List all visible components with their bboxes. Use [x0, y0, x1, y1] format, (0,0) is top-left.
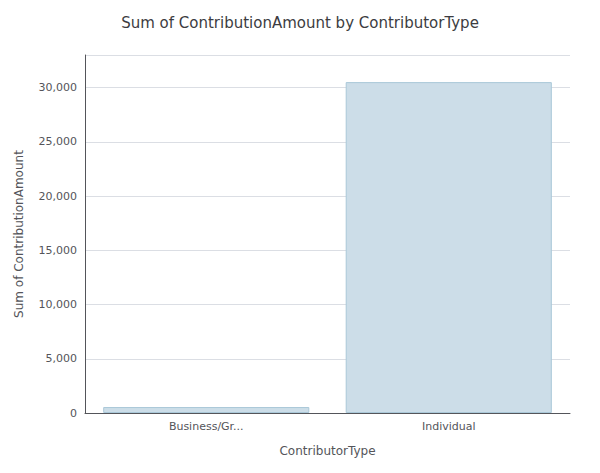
- svg-text:Sum of ContributionAmount: Sum of ContributionAmount: [12, 150, 26, 318]
- svg-text:15,000: 15,000: [39, 244, 78, 257]
- svg-text:25,000: 25,000: [39, 135, 78, 148]
- svg-text:30,000: 30,000: [39, 81, 78, 94]
- svg-text:10,000: 10,000: [39, 298, 78, 311]
- svg-text:ContributorType: ContributorType: [279, 444, 375, 458]
- svg-text:20,000: 20,000: [39, 190, 78, 203]
- svg-text:0: 0: [70, 407, 77, 420]
- svg-text:Business/Gr...: Business/Gr...: [169, 420, 244, 433]
- svg-text:5,000: 5,000: [46, 352, 78, 365]
- svg-text:Individual: Individual: [422, 420, 476, 433]
- svg-text:Sum of ContributionAmount by C: Sum of ContributionAmount by Contributor…: [121, 14, 479, 32]
